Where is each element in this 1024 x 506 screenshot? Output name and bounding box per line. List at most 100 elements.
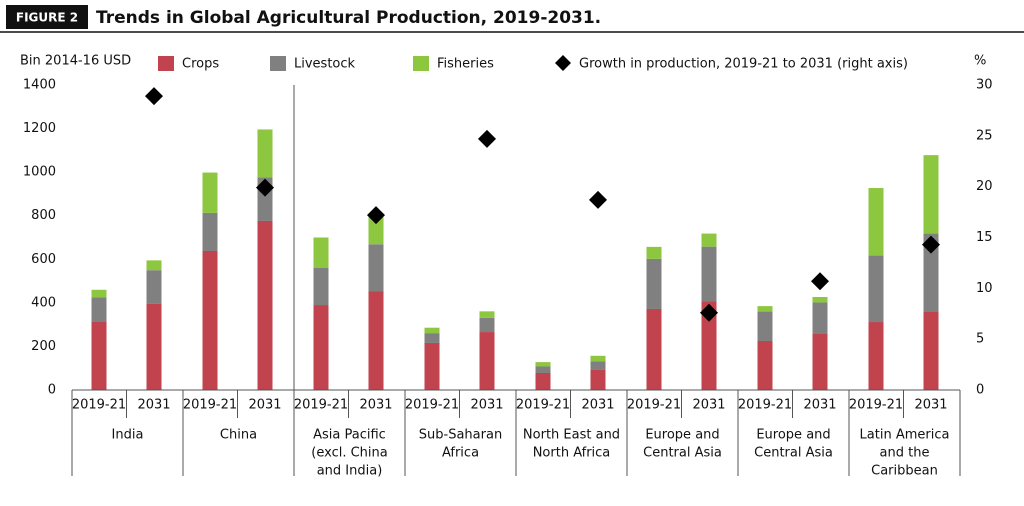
bar-segment [646, 246, 662, 259]
bar-segment [146, 260, 162, 271]
bar-segment [701, 301, 717, 390]
bar-segment [257, 220, 273, 390]
bar-segment [757, 306, 773, 312]
bar-segment [868, 322, 884, 390]
y2-tick-label: 25 [976, 128, 993, 143]
group-label: India [112, 428, 144, 443]
group-label: and the [880, 446, 930, 461]
x-tick-label: 2031 [470, 398, 503, 413]
y-tick-label: 400 [31, 295, 56, 310]
x-tick-label: 2019-21 [516, 398, 570, 413]
x-tick-label: 2031 [914, 398, 947, 413]
group-label: Asia Pacific [313, 428, 386, 443]
legend-swatch [270, 56, 286, 71]
x-tick-label: 2031 [581, 398, 614, 413]
bar-segment [923, 312, 939, 390]
y-tick-label: 1200 [23, 121, 56, 136]
bar-segment [701, 233, 717, 247]
legend-swatch [413, 56, 429, 71]
bar-segment [479, 317, 495, 333]
bar-segment [424, 333, 440, 343]
bar-segment [812, 302, 828, 335]
bar-segment [923, 233, 939, 313]
figure-label-box [6, 5, 88, 29]
group-label: North East and [523, 428, 620, 443]
group-label: and India) [317, 464, 383, 479]
legend-label: Crops [182, 57, 219, 72]
legend-label: Growth in production, 2019-21 to 2031 (r… [579, 57, 908, 72]
y-tick-label: 800 [31, 208, 56, 223]
bar-segment [202, 212, 218, 252]
y2-axis-label: % [974, 54, 986, 69]
group-label: Central Asia [643, 446, 722, 461]
x-tick-label: 2019-21 [183, 398, 237, 413]
bar-segment [646, 258, 662, 309]
legend-label: Fisheries [437, 57, 494, 72]
bar-segment [424, 342, 440, 390]
bar-segment [91, 297, 107, 322]
y-tick-label: 0 [48, 383, 56, 398]
y-axis-label: Bin 2014-16 USD [20, 54, 131, 69]
y2-tick-label: 15 [976, 230, 993, 245]
y-tick-label: 200 [31, 339, 56, 354]
bar-segment [368, 215, 384, 245]
bar-segment [590, 369, 606, 390]
bar-segment [590, 361, 606, 370]
legend-label: Livestock [294, 57, 356, 72]
x-tick-label: 2019-21 [849, 398, 903, 413]
bar-segment [590, 355, 606, 362]
bar-segment [535, 362, 551, 367]
x-tick-label: 2031 [803, 398, 836, 413]
growth-marker [589, 190, 607, 209]
bar-segment [91, 321, 107, 390]
growth-marker [922, 235, 940, 254]
bar-segment [701, 246, 717, 302]
bar-segment [923, 155, 939, 234]
x-tick-label: 2031 [248, 398, 281, 413]
bar-segment [812, 296, 828, 303]
bar-segment [91, 289, 107, 298]
figure-label: FIGURE 2 [16, 11, 78, 25]
growth-marker [811, 272, 829, 291]
y2-tick-label: 30 [976, 78, 993, 93]
bar-segment [313, 268, 329, 306]
bar-segment [757, 311, 773, 341]
group-label: (excl. China [311, 446, 387, 461]
bar-segment [479, 332, 495, 390]
bar-segment [368, 291, 384, 390]
y2-tick-label: 20 [976, 179, 993, 194]
bar-segment [868, 255, 884, 323]
chart-title: Trends in Global Agricultural Production… [96, 8, 601, 28]
bar-segment [146, 303, 162, 390]
x-tick-label: 2019-21 [72, 398, 126, 413]
group-label: China [220, 428, 257, 443]
bar-segment [313, 237, 329, 268]
y-tick-label: 600 [31, 252, 56, 267]
bar-segment [202, 251, 218, 390]
group-label: North Africa [533, 446, 611, 461]
bar-segment [424, 327, 440, 334]
growth-marker [145, 87, 163, 106]
growth-marker [700, 303, 718, 322]
y-tick-label: 1000 [23, 165, 56, 180]
group-label: Europe and [645, 428, 719, 443]
x-tick-label: 2019-21 [294, 398, 348, 413]
legend-swatch [158, 56, 174, 71]
x-tick-label: 2031 [137, 398, 170, 413]
bar-segment [868, 188, 884, 256]
x-tick-label: 2031 [692, 398, 725, 413]
group-label: Europe and [756, 428, 830, 443]
y2-tick-label: 0 [976, 383, 984, 398]
bar-segment [313, 305, 329, 390]
bar-segment [257, 129, 273, 178]
growth-marker [367, 206, 385, 225]
bar-segment [146, 270, 162, 304]
bar-segment [479, 311, 495, 318]
x-tick-label: 2019-21 [627, 398, 681, 413]
bar-segment [646, 308, 662, 390]
group-label: Latin America [860, 428, 950, 443]
bar-segment [757, 340, 773, 390]
group-label: Africa [442, 446, 479, 461]
